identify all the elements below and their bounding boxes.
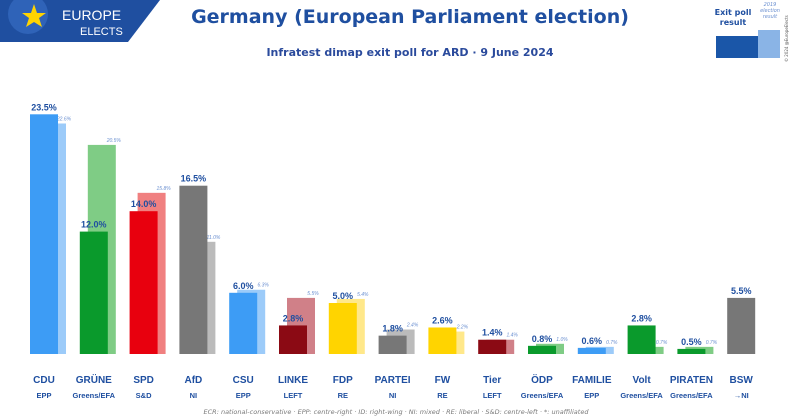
bar-afd (179, 185, 208, 354)
bar-fdp (328, 303, 357, 354)
legend-current-label: Exit poll result (708, 8, 758, 28)
previous-label-ödp: 1.0% (556, 337, 568, 343)
previous-label-grüne: 20.5% (106, 138, 122, 144)
party-label-bsw: BSW (730, 375, 754, 386)
footer-notes: ECR: national-conservative · EPP: centre… (203, 408, 589, 416)
value-label-familie: 0.6% (582, 336, 603, 346)
previous-label-afd: 11.0% (206, 235, 220, 241)
bar-volt (627, 325, 656, 354)
legend-current-swatch (716, 36, 758, 58)
logo-text-line1: EUROPE (62, 7, 121, 23)
value-label-piraten: 0.5% (681, 337, 702, 347)
previous-label-csu: 6.3% (257, 283, 269, 289)
bar-grüne (79, 231, 108, 354)
party-label-tier: Tier (483, 375, 501, 386)
group-label-ödp: Greens/EFA (521, 391, 564, 400)
group-label-fw: RE (437, 391, 447, 400)
group-label-grüne: Greens/EFA (73, 391, 116, 400)
bar-partei (378, 335, 407, 354)
party-label-linke: LINKE (278, 375, 308, 386)
previous-label-piraten: 0.7% (706, 340, 718, 346)
value-label-partei: 1.8% (382, 324, 403, 334)
value-label-afd: 16.5% (181, 174, 207, 184)
logo-text-line2: ELECTS (80, 26, 123, 38)
value-label-csu: 6.0% (233, 281, 254, 291)
group-label-afd: NI (190, 391, 198, 400)
bar-linke (279, 325, 307, 354)
party-label-afd: AfD (185, 375, 203, 386)
bar-bsw (727, 297, 756, 354)
value-label-ödp: 0.8% (532, 334, 553, 344)
chart-subtitle: Infratest dimap exit poll for ARD · 9 Ju… (266, 46, 554, 59)
group-label-linke: LEFT (284, 391, 303, 400)
legend: Exit poll result 2019 election result © … (700, 0, 792, 70)
group-label-tier: LEFT (483, 391, 502, 400)
group-label-familie: EPP (584, 391, 599, 400)
party-label-fw: FW (435, 375, 451, 386)
group-label-volt: Greens/EFA (620, 391, 663, 400)
party-label-cdu: CDU (33, 375, 55, 386)
legend-current-line2: result (719, 18, 747, 27)
party-label-piraten: PIRATEN (670, 375, 713, 386)
party-label-spd: SPD (133, 375, 154, 386)
value-label-fdp: 5.0% (333, 291, 354, 301)
value-label-spd: 14.0% (131, 199, 157, 209)
group-label-partei: NI (389, 391, 397, 400)
party-label-csu: CSU (233, 375, 254, 386)
value-label-linke: 2.8% (283, 313, 304, 323)
legend-previous-label: 2019 election result (756, 2, 784, 20)
europe-elects-logo: EUROPE ELECTS (0, 0, 160, 42)
previous-label-fw: 2.2% (456, 325, 469, 331)
legend-current-line1: Exit poll (714, 8, 752, 17)
bar-ödp (528, 345, 556, 354)
bar-csu (229, 292, 258, 354)
legend-previous-line1: 2019 (763, 2, 777, 8)
legend-previous-swatch (758, 30, 780, 58)
value-label-grüne: 12.0% (81, 220, 107, 230)
bar-piraten (677, 348, 706, 354)
previous-label-volt: 0.7% (656, 340, 668, 346)
value-label-fw: 2.6% (432, 315, 453, 325)
value-label-bsw: 5.5% (731, 286, 752, 296)
value-label-cdu: 23.5% (31, 102, 57, 112)
group-label-cdu: EPP (36, 391, 51, 400)
value-label-volt: 2.8% (631, 313, 652, 323)
bar-cdu (30, 114, 58, 354)
group-label-csu: EPP (236, 391, 251, 400)
previous-label-partei: 2.4% (406, 323, 419, 329)
group-label-bsw: →NI (734, 391, 749, 400)
group-label-spd: S&D (136, 391, 152, 400)
party-label-partei: PARTEI (375, 375, 411, 386)
party-label-volt: Volt (633, 375, 652, 386)
bar-tier (478, 339, 507, 354)
group-label-fdp: RE (338, 391, 348, 400)
party-label-fdp: FDP (333, 375, 353, 386)
legend-previous-line2: election (760, 8, 780, 14)
bar-fw (428, 327, 457, 354)
previous-label-familie: 0.7% (606, 340, 618, 346)
previous-label-spd: 15.8% (157, 186, 172, 192)
party-label-familie: FAMILIE (572, 375, 612, 386)
previous-label-fdp: 5.4% (357, 292, 369, 298)
group-label-piraten: Greens/EFA (670, 391, 713, 400)
bar-spd (129, 211, 158, 354)
party-label-grüne: GRÜNE (76, 373, 112, 386)
previous-label-cdu: 22.6% (56, 116, 72, 122)
bar-familie (577, 347, 606, 354)
party-label-ödp: ÖDP (531, 373, 553, 386)
chart-title: Germany (European Parliament election) (191, 6, 629, 28)
logo-star-icon (22, 4, 46, 27)
previous-label-linke: 5.5% (307, 291, 319, 297)
previous-label-tier: 1.4% (506, 333, 518, 339)
value-label-tier: 1.4% (482, 328, 503, 338)
legend-previous-line3: result (762, 14, 778, 20)
